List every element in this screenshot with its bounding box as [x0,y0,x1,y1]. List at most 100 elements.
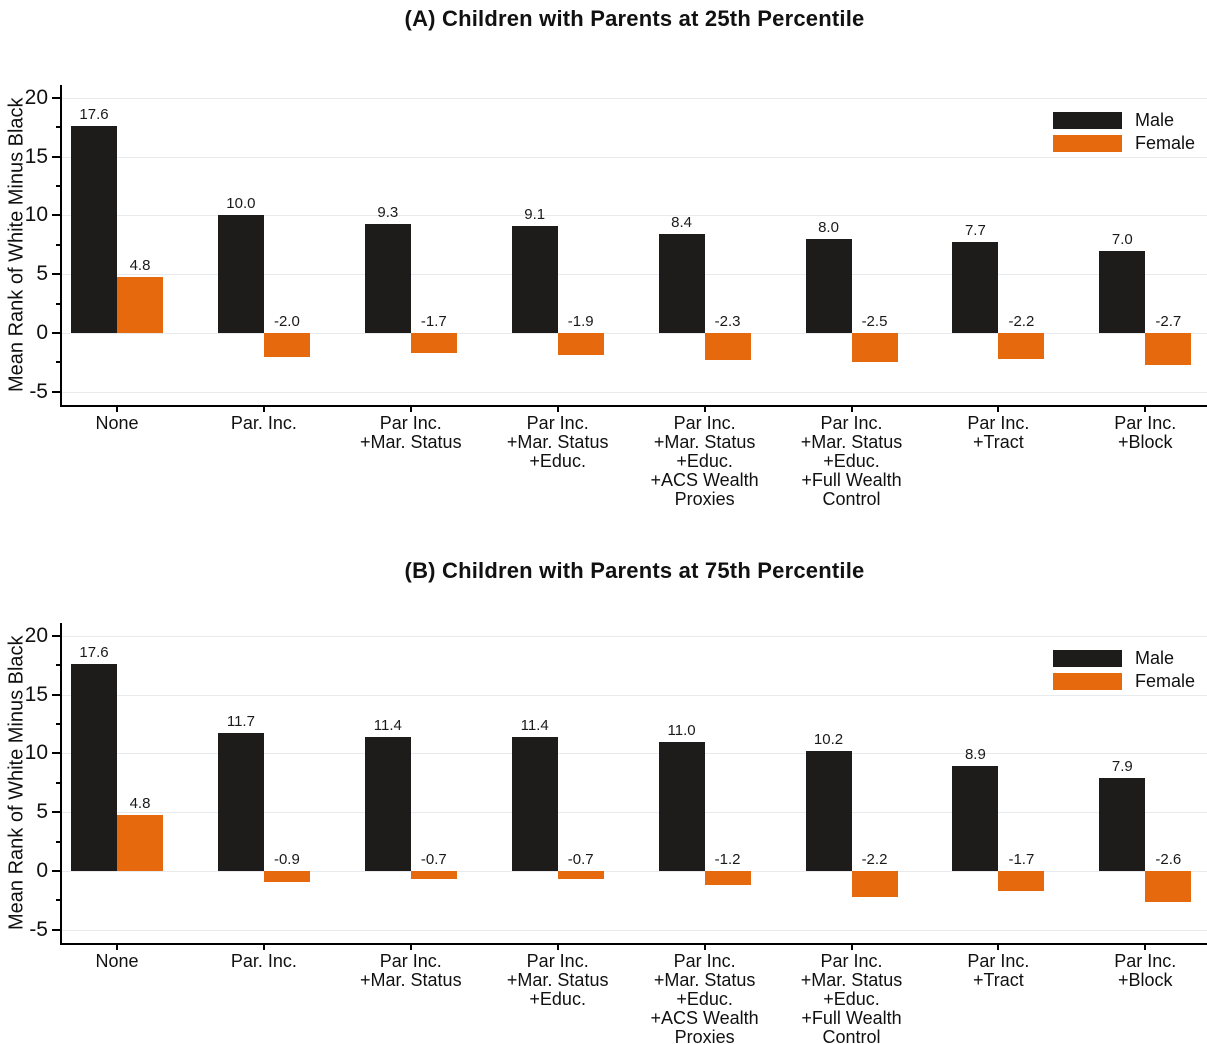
y-axis-major-tick [52,390,60,393]
x-category-label-line: +Educ. [529,989,586,1009]
x-category-label-line: Par Inc. [1114,951,1177,971]
bar-value-label: -2.2 [1008,313,1035,330]
x-category-label-line: Par Inc. [673,951,736,971]
x-category-label-line: Proxies [674,1027,735,1044]
bar-value-label: 7.7 [964,222,986,240]
x-category-label-line: +Tract [972,970,1024,990]
y-axis-major-tick [52,870,60,872]
female-bar [1145,871,1192,902]
x-category-label: Par Inc. +Mar. Status +Educ. [473,414,643,471]
bar-value-label: 7.0 [1111,230,1133,248]
x-category-label-line: Par Inc. [379,413,442,433]
y-tick-label: 10 [24,741,48,765]
y-axis-major-tick [52,811,60,814]
y-axis-minor-tick [56,840,60,843]
x-axis-tick [556,405,559,412]
bar-value-label: -2.5 [861,313,888,330]
bar-value-label: -2.2 [861,851,888,868]
x-category-label-line: None [95,951,139,971]
male-bar [952,766,999,871]
male-bar [1099,778,1146,871]
legend-male-label: Male [1135,648,1175,668]
y-tick-label: 15 [24,682,48,706]
bar-value-label: -2.7 [1155,313,1182,330]
y-tick-label: 0 [36,321,48,344]
bar-value-label: -0.7 [567,851,594,868]
y-axis-major-tick [52,273,60,276]
x-category-label-line: +Tract [972,432,1024,452]
x-axis-tick [1144,405,1147,412]
x-category-label-line: +Mar. Status [360,970,462,990]
bar-value-label: 11.4 [520,716,549,734]
panel-a: (A) Children with Parents at 25th Percen… [6,6,1207,509]
y-axis-minor-tick [56,243,60,246]
x-category-label: Par Inc. +Mar. Status [326,414,496,452]
plot-area: 17.6 4.8 None 11.7 -0.9 Par. Inc. 11.4 -0.7 Par … [25,623,1207,1044]
y-axis-minor-tick [56,899,60,902]
male-bar [511,225,558,333]
grid-line [62,391,1207,393]
y-tick-label: 5 [36,800,48,824]
y-axis-minor-tick [56,664,60,667]
bar-value-label: 7.9 [1111,758,1133,776]
x-category-label-line: Control [822,489,881,509]
bar-value-label: 10.0 [226,195,256,213]
x-axis-tick [850,405,853,412]
legend-female-label: Female [1135,671,1196,691]
panel-b: (B) Children with Parents at 75th Percen… [0,545,1207,1044]
female-bar [117,814,163,871]
legend-male-swatch [1053,112,1122,129]
female-bar [851,333,898,363]
x-category-label-line: Par Inc. [967,951,1030,971]
x-axis-tick [262,405,265,412]
bar-value-label: -1.2 [714,851,741,868]
x-axis-line [60,405,1207,407]
x-category-label-line: +Mar. Status [653,432,756,452]
male-bar [658,234,705,333]
x-axis-tick [409,943,412,950]
x-category-label-line: +Full Wealth [801,470,902,490]
bar-value-label: -1.7 [1008,851,1035,868]
x-category-label: None [32,952,202,971]
male-bar [1099,250,1146,333]
bar-value-label: 8.4 [671,214,693,232]
bar-value-label: 9.3 [377,203,399,221]
male-bar [364,736,411,871]
x-axis-tick [997,405,1000,412]
x-category-label-line: +Educ. [676,451,733,471]
female-bar [410,333,457,353]
y-axis-minor-tick [56,126,60,129]
x-category-label-line: +Block [1118,970,1173,990]
legend-female-label: Female [1135,133,1196,153]
bar-value-label: 11.0 [667,721,696,739]
x-category-label-line: Par Inc. [1114,413,1177,433]
y-tick-label: 0 [36,859,48,882]
female-bar [1145,333,1192,365]
y-tick-label: 5 [36,262,48,286]
y-axis-major-tick [52,214,60,217]
y-axis-minor-tick [56,185,60,187]
x-category-label: Par. Inc. [179,414,349,433]
grid-line [62,871,1207,872]
x-category-label-line: Par Inc. [673,413,736,433]
x-category-label: Par Inc. +Block [1060,952,1207,990]
panel-title: (A) Children with Parents at 25th Percen… [404,6,865,31]
x-category-label-line: +ACS Wealth [650,1008,759,1028]
female-bar [704,333,751,361]
x-category-label-line: Par Inc. [820,413,883,433]
x-category-label-line: +Mar. Status [800,432,903,452]
x-axis-tick [850,943,853,950]
x-category-label: Par Inc. +Mar. Status [326,952,496,990]
x-category-label-line: Par Inc. [820,951,883,971]
bar-value-label: 8.0 [818,218,839,236]
male-bar [364,223,411,333]
grid-line [62,156,1207,158]
panel-title: (B) Children with Parents at 75th Percen… [404,558,865,583]
grid-line [62,635,1207,637]
legend-male-swatch [1053,650,1122,667]
female-bar [851,871,898,897]
y-axis-major-tick [52,96,60,99]
x-axis-tick [997,943,1000,950]
male-bar [71,126,117,333]
bar-value-label: -2.0 [273,313,300,330]
